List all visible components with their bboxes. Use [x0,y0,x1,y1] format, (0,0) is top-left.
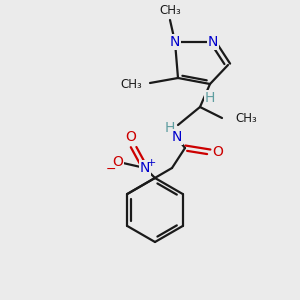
Text: +: + [146,158,156,168]
Text: O: O [213,145,224,159]
Text: N: N [172,130,182,144]
Text: CH₃: CH₃ [235,112,257,125]
Text: N: N [170,35,180,49]
Text: −: − [106,163,116,176]
Text: CH₃: CH₃ [159,4,181,17]
Text: H: H [205,91,215,105]
Text: H: H [165,121,175,135]
Text: CH₃: CH₃ [120,77,142,91]
Text: O: O [112,155,123,169]
Text: O: O [126,130,136,144]
Text: N: N [208,35,218,49]
Text: N: N [140,161,150,175]
